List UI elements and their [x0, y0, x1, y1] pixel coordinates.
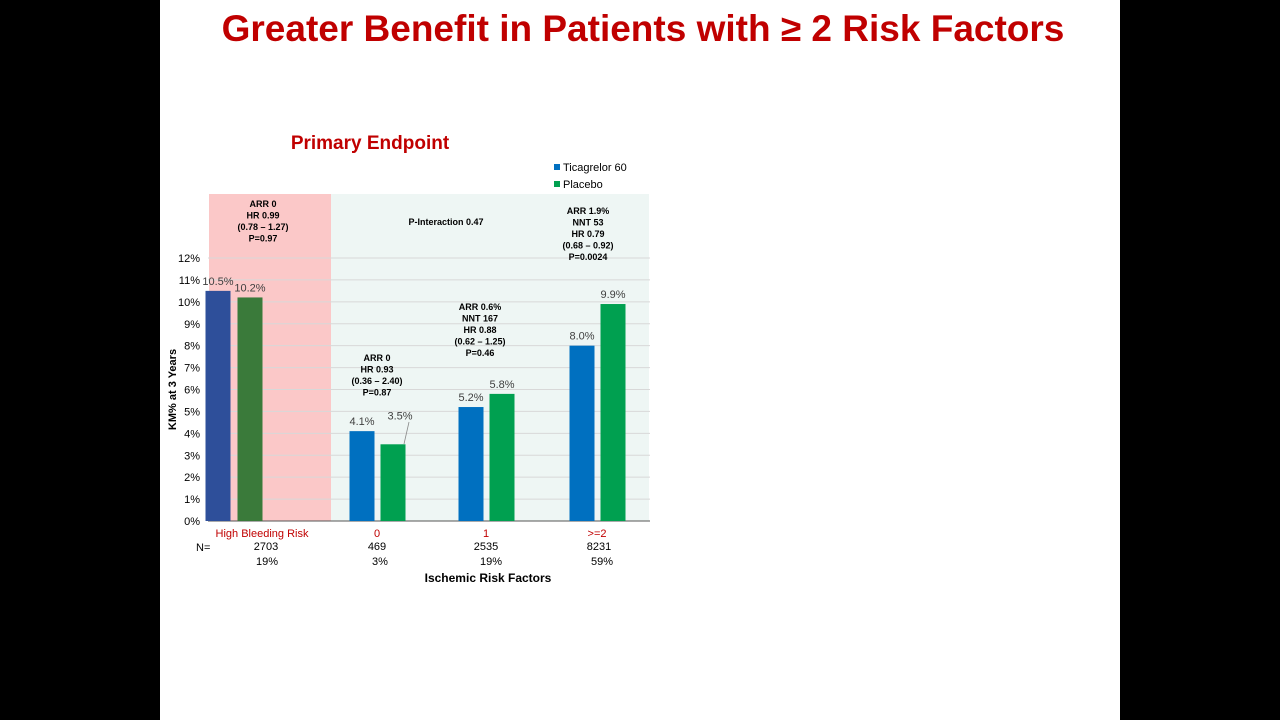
- n-percent: 59%: [591, 556, 613, 568]
- rf0-stat-text: (0.36 – 2.40): [351, 376, 402, 386]
- x-tick-label: High Bleeding Risk: [216, 528, 309, 540]
- chart-title: Primary Endpoint: [291, 133, 450, 154]
- n-value: 8231: [587, 541, 611, 553]
- y-tick-label: 11%: [179, 275, 200, 287]
- rf0-stat-text: P=0.87: [363, 388, 392, 398]
- bar-value-label: 3.5%: [387, 410, 412, 422]
- label-leader-line: [403, 421, 410, 445]
- rf0-stat-text: ARR 0: [363, 353, 390, 363]
- x-tick-label: 0: [374, 528, 380, 540]
- n-percent: 19%: [256, 556, 278, 568]
- y-tick-label: 12%: [178, 253, 200, 265]
- n-value: 469: [368, 541, 386, 553]
- hbr-stat-text: (0.78 – 1.27): [237, 222, 288, 232]
- hbr-stat-text: ARR 0: [249, 199, 276, 209]
- bar-value-label: 9.9%: [600, 289, 625, 301]
- y-tick-label: 4%: [184, 428, 200, 440]
- n-percent: 19%: [480, 556, 502, 568]
- rf1-stat-text: HR 0.88: [463, 325, 496, 335]
- placebo-bar: [237, 297, 263, 521]
- n-value: 2535: [474, 541, 498, 553]
- y-tick-label: 6%: [184, 385, 200, 397]
- y-tick-label: 2%: [184, 472, 200, 484]
- bar-value-label: 4.1%: [349, 416, 374, 428]
- rf1-stat-text: ARR 0.6%: [459, 302, 502, 312]
- bar-value-label: 8.0%: [569, 331, 594, 343]
- bar-value-label: 10.2%: [234, 282, 265, 294]
- x-tick-label: >=2: [588, 528, 607, 540]
- bar-value-label: 5.2%: [458, 392, 483, 404]
- y-tick-label: 1%: [184, 494, 200, 506]
- x-axis-label: Ischemic Risk Factors: [425, 571, 552, 585]
- legend-swatch-placebo: [554, 181, 560, 187]
- rf2-stat-text: NNT 53: [572, 218, 603, 228]
- rf2-stat-text: ARR 1.9%: [567, 206, 610, 216]
- rf2-stat-text: P=0.0024: [569, 252, 608, 262]
- ticagrelor-bar: [349, 431, 375, 521]
- y-tick-label: 5%: [184, 406, 200, 418]
- hbr-stat-text: P=0.97: [249, 234, 278, 244]
- placebo-bar: [600, 304, 626, 521]
- rf2-stat-text: HR 0.79: [571, 229, 604, 239]
- rf2-stat-text: (0.68 – 0.92): [562, 241, 613, 251]
- p-interaction-text: P-Interaction 0.47: [408, 217, 483, 227]
- n-percent: 3%: [372, 556, 388, 568]
- rf1-stat-text: NNT 167: [462, 314, 498, 324]
- ticagrelor-bar: [205, 290, 231, 521]
- slide-title: Greater Benefit in Patients with ≥ 2 Ris…: [221, 8, 1065, 49]
- rf1-stat-text: (0.62 – 1.25): [454, 337, 505, 347]
- y-tick-label: 7%: [184, 363, 200, 375]
- y-tick-label: 9%: [184, 319, 200, 331]
- rf1-stat-text: P=0.46: [466, 348, 495, 358]
- legend-label-placebo: Placebo: [563, 179, 603, 191]
- y-tick-label: 8%: [184, 341, 200, 353]
- y-tick-label: 3%: [184, 450, 200, 462]
- ticagrelor-bar: [458, 407, 484, 521]
- x-tick-label: 1: [483, 528, 489, 540]
- n-label: N=: [196, 542, 210, 554]
- legend-label-ticagrelor: Ticagrelor 60: [563, 162, 627, 174]
- bar-value-label: 5.8%: [489, 379, 514, 391]
- y-tick-label: 10%: [178, 297, 200, 309]
- y-tick-label: 0%: [184, 516, 200, 528]
- placebo-bar: [489, 393, 515, 521]
- hbr-stat-text: HR 0.99: [246, 211, 279, 221]
- primary-endpoint-chart: 0% 1% 2% 3% 4% 5% 6% 7% 8% 9% 10% 11% 12% KM% at 3 Ye…: [167, 133, 650, 585]
- rf0-stat-text: HR 0.93: [360, 365, 393, 375]
- n-value: 2703: [254, 541, 278, 553]
- bar-value-label: 10.5%: [202, 276, 233, 288]
- legend-swatch-ticagrelor: [554, 164, 560, 170]
- placebo-bar: [380, 444, 406, 521]
- ticagrelor-bar: [569, 345, 595, 521]
- slide: Greater Benefit in Patients with ≥ 2 Ris…: [160, 0, 1120, 720]
- y-axis-label: KM% at 3 Years: [167, 349, 179, 430]
